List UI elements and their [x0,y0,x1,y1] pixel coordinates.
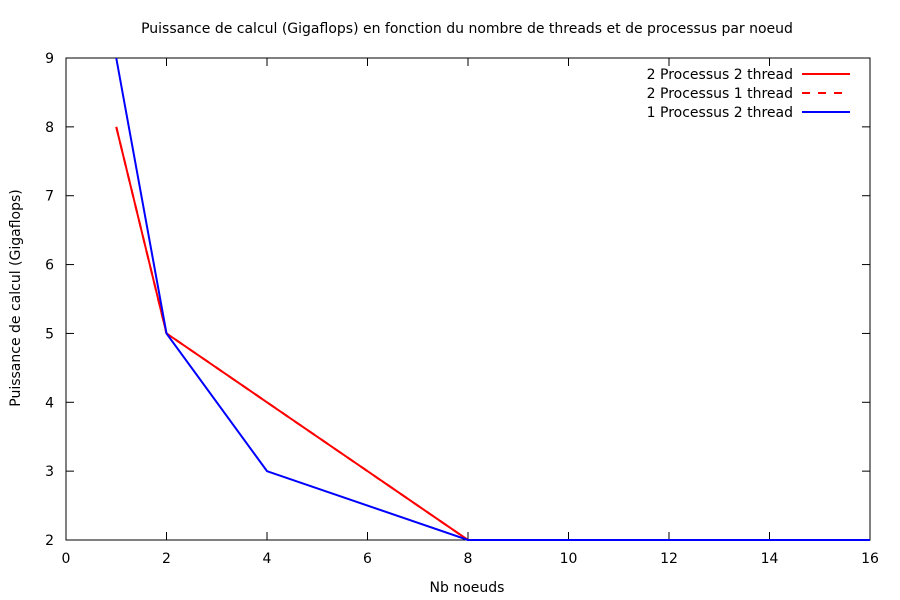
y-tick-label: 2 [45,533,54,549]
x-tick-label: 0 [62,551,71,567]
plot-frame [65,57,871,541]
y-tick-label: 4 [45,395,54,411]
x-tick-label: 4 [263,551,272,567]
series-line-3 [115,57,870,541]
x-tick-label: 10 [560,551,578,567]
legend-label: 1 Processus 2 thread [647,105,793,121]
series-line-2 [115,126,870,541]
x-tick-label: 2 [162,551,171,567]
y-tick-label: 3 [45,464,54,480]
series-lines [115,57,871,541]
x-axis-label: Nb noeuds [430,580,505,596]
y-tick-label: 7 [45,189,54,205]
legend: 2 Processus 2 thread 2 Processus 1 thread… [647,67,850,121]
y-tick-label: 5 [45,326,54,342]
x-tick-label: 16 [861,551,879,567]
x-tick-label: 14 [761,551,779,567]
legend-label: 2 Processus 2 thread [647,67,793,83]
x-tick-label: 12 [660,551,678,567]
legend-label: 2 Processus 1 thread [647,86,793,102]
y-axis-label: Puissance de calcul (Gigaflops) [8,189,24,406]
y-tick-label: 6 [45,258,54,274]
series-line-1 [115,126,870,541]
chart-title: Puissance de calcul (Gigaflops) en fonct… [141,21,793,37]
y-tick-label: 9 [45,51,54,67]
y-tick-label: 8 [45,120,54,136]
x-tick-label: 6 [363,551,372,567]
x-tick-label: 8 [464,551,473,567]
